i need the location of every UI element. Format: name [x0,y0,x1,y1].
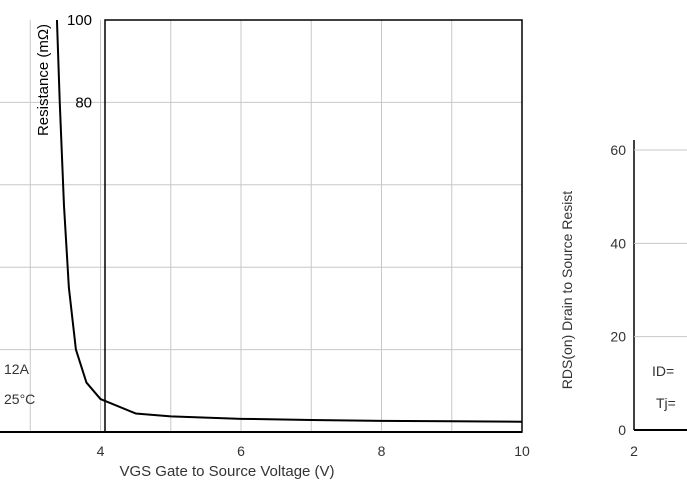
secondary-annotation-tj: Tj= [656,395,676,411]
secondary-y-tick-label: 40 [610,235,626,251]
y-axis-title: Resistance (mΩ) [35,24,52,136]
plot-frame [104,19,523,433]
secondary-annotation-id: ID= [652,363,674,379]
y-tick-label: 80 [75,94,92,111]
secondary-y-axis-title: RDS(on) Drain to Source Resist [559,191,575,390]
secondary-x-tick-label: 2 [630,443,638,459]
annotation-current: 12A [4,361,30,377]
main-chart: 4 6 8 10 80 100 VGS Gate to Source Voltage (V)… [0,12,530,480]
series-line-0 [55,19,523,423]
secondary-y-tick-label: 20 [610,329,626,345]
secondary-y-tick-label: 0 [618,422,626,438]
x-tick-label: 8 [378,443,386,459]
y-tick-label: 100 [67,12,92,29]
x-tick-label: 6 [237,443,245,459]
secondary-y-tick-label: 60 [610,142,626,158]
x-tick-label: 10 [514,443,530,459]
x-tick-label: 4 [97,443,105,459]
annotation-temperature: 25°C [4,391,35,407]
secondary-chart: 0 20 40 60 2 RDS(on) Drain to Source Resist ID… [559,140,687,459]
x-axis-title: VGS Gate to Source Voltage (V) [119,463,334,480]
